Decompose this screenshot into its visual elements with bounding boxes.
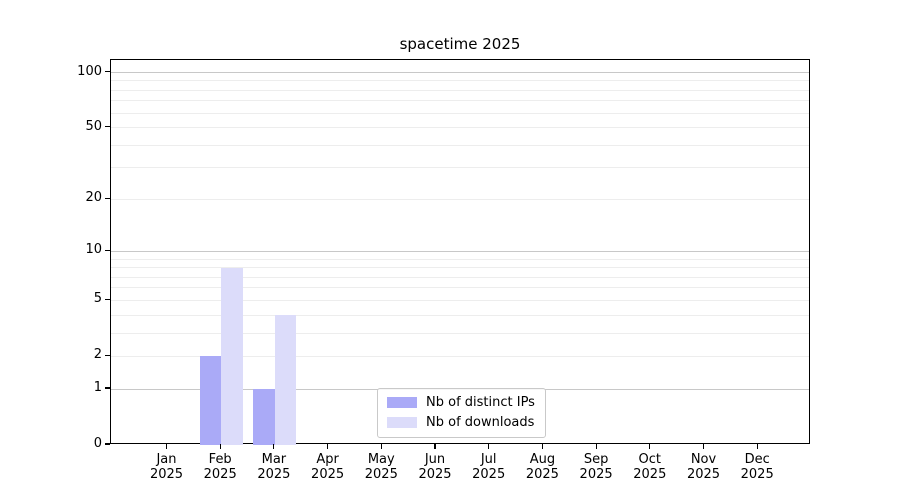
x-axis-tick-label: Sep 2025 xyxy=(579,452,613,482)
y-gridline-major xyxy=(111,250,809,252)
x-axis-tick-label: May 2025 xyxy=(364,452,398,482)
x-axis-tick xyxy=(327,444,329,449)
legend-item-label: Nb of downloads xyxy=(426,415,535,430)
x-axis-tick xyxy=(434,444,436,449)
y-axis-tick xyxy=(105,354,110,356)
legend-swatch-distinct-ips xyxy=(387,397,417,408)
chart-title: spacetime 2025 xyxy=(399,35,521,53)
x-axis-tick-label: Oct 2025 xyxy=(633,452,667,482)
bar-downloads xyxy=(221,267,243,445)
y-axis-tick-label: 2 xyxy=(93,347,102,363)
x-axis-tick-label: Mar 2025 xyxy=(257,452,291,482)
y-gridline-minor xyxy=(111,267,809,269)
y-axis-tick xyxy=(105,126,110,128)
x-axis-tick-label: Dec 2025 xyxy=(740,452,774,482)
y-axis-tick-label: 10 xyxy=(85,242,102,258)
x-axis-tick-label: Jan 2025 xyxy=(149,452,184,482)
plot-area xyxy=(110,59,810,445)
y-gridline-minor xyxy=(111,89,809,91)
legend: Nb of distinct IPs Nb of downloads xyxy=(377,388,546,438)
x-axis-tick xyxy=(165,444,168,449)
x-axis-tick-label: Feb 2025 xyxy=(203,452,237,482)
y-gridline-minor xyxy=(111,80,809,82)
y-axis-tick xyxy=(105,197,110,199)
x-axis-tick xyxy=(219,444,221,449)
y-gridline-minor xyxy=(111,276,809,278)
y-gridline-minor xyxy=(111,355,809,357)
x-axis-tick-label: Nov 2025 xyxy=(686,452,721,482)
x-axis-tick xyxy=(273,444,275,449)
bar-distinct-ips xyxy=(253,389,275,445)
x-axis-tick xyxy=(488,444,490,449)
y-gridline-minor xyxy=(111,112,809,114)
y-gridline-major xyxy=(111,72,809,74)
x-axis-tick xyxy=(380,444,382,449)
legend-item-label: Nb of distinct IPs xyxy=(426,395,535,410)
y-axis-tick-label: 100 xyxy=(77,63,102,79)
y-axis-tick-label: 1 xyxy=(93,380,102,396)
y-gridline-minor xyxy=(111,127,809,129)
x-axis-tick-label: Jun 2025 xyxy=(418,452,452,482)
x-axis-tick xyxy=(702,444,705,449)
x-axis-tick xyxy=(541,444,543,449)
x-axis-tick xyxy=(756,444,758,449)
y-gridline-minor xyxy=(111,144,809,146)
bar-distinct-ips xyxy=(199,356,222,445)
y-gridline-minor xyxy=(111,198,809,200)
y-gridline-minor xyxy=(111,258,809,260)
y-gridline-minor xyxy=(111,332,809,334)
y-gridline-minor xyxy=(111,299,809,301)
legend-swatch-downloads xyxy=(387,417,417,428)
y-gridline-minor xyxy=(111,167,809,169)
y-axis-tick xyxy=(105,249,110,252)
legend-item: Nb of downloads xyxy=(387,415,535,430)
y-axis-tick xyxy=(105,298,110,300)
x-axis-tick-label: Apr 2025 xyxy=(311,452,345,482)
y-axis-tick-label: 5 xyxy=(93,291,102,307)
bar-downloads xyxy=(274,315,297,445)
y-gridline-minor xyxy=(111,100,809,102)
y-axis-tick-label: 50 xyxy=(85,118,102,134)
y-axis-tick-label: 0 xyxy=(93,436,102,451)
y-axis-tick xyxy=(105,387,110,389)
y-axis-tick xyxy=(105,70,110,73)
y-gridline-minor xyxy=(111,287,809,289)
x-axis-tick-label: Jul 2025 xyxy=(472,452,506,482)
y-gridline-minor xyxy=(111,314,809,316)
x-axis-tick-label: Aug 2025 xyxy=(525,452,559,482)
x-axis-tick xyxy=(649,444,651,449)
y-axis-tick-label: 20 xyxy=(85,190,102,206)
x-axis-tick xyxy=(595,444,597,449)
legend-item: Nb of distinct IPs xyxy=(387,395,535,410)
y-axis-tick xyxy=(105,443,110,445)
